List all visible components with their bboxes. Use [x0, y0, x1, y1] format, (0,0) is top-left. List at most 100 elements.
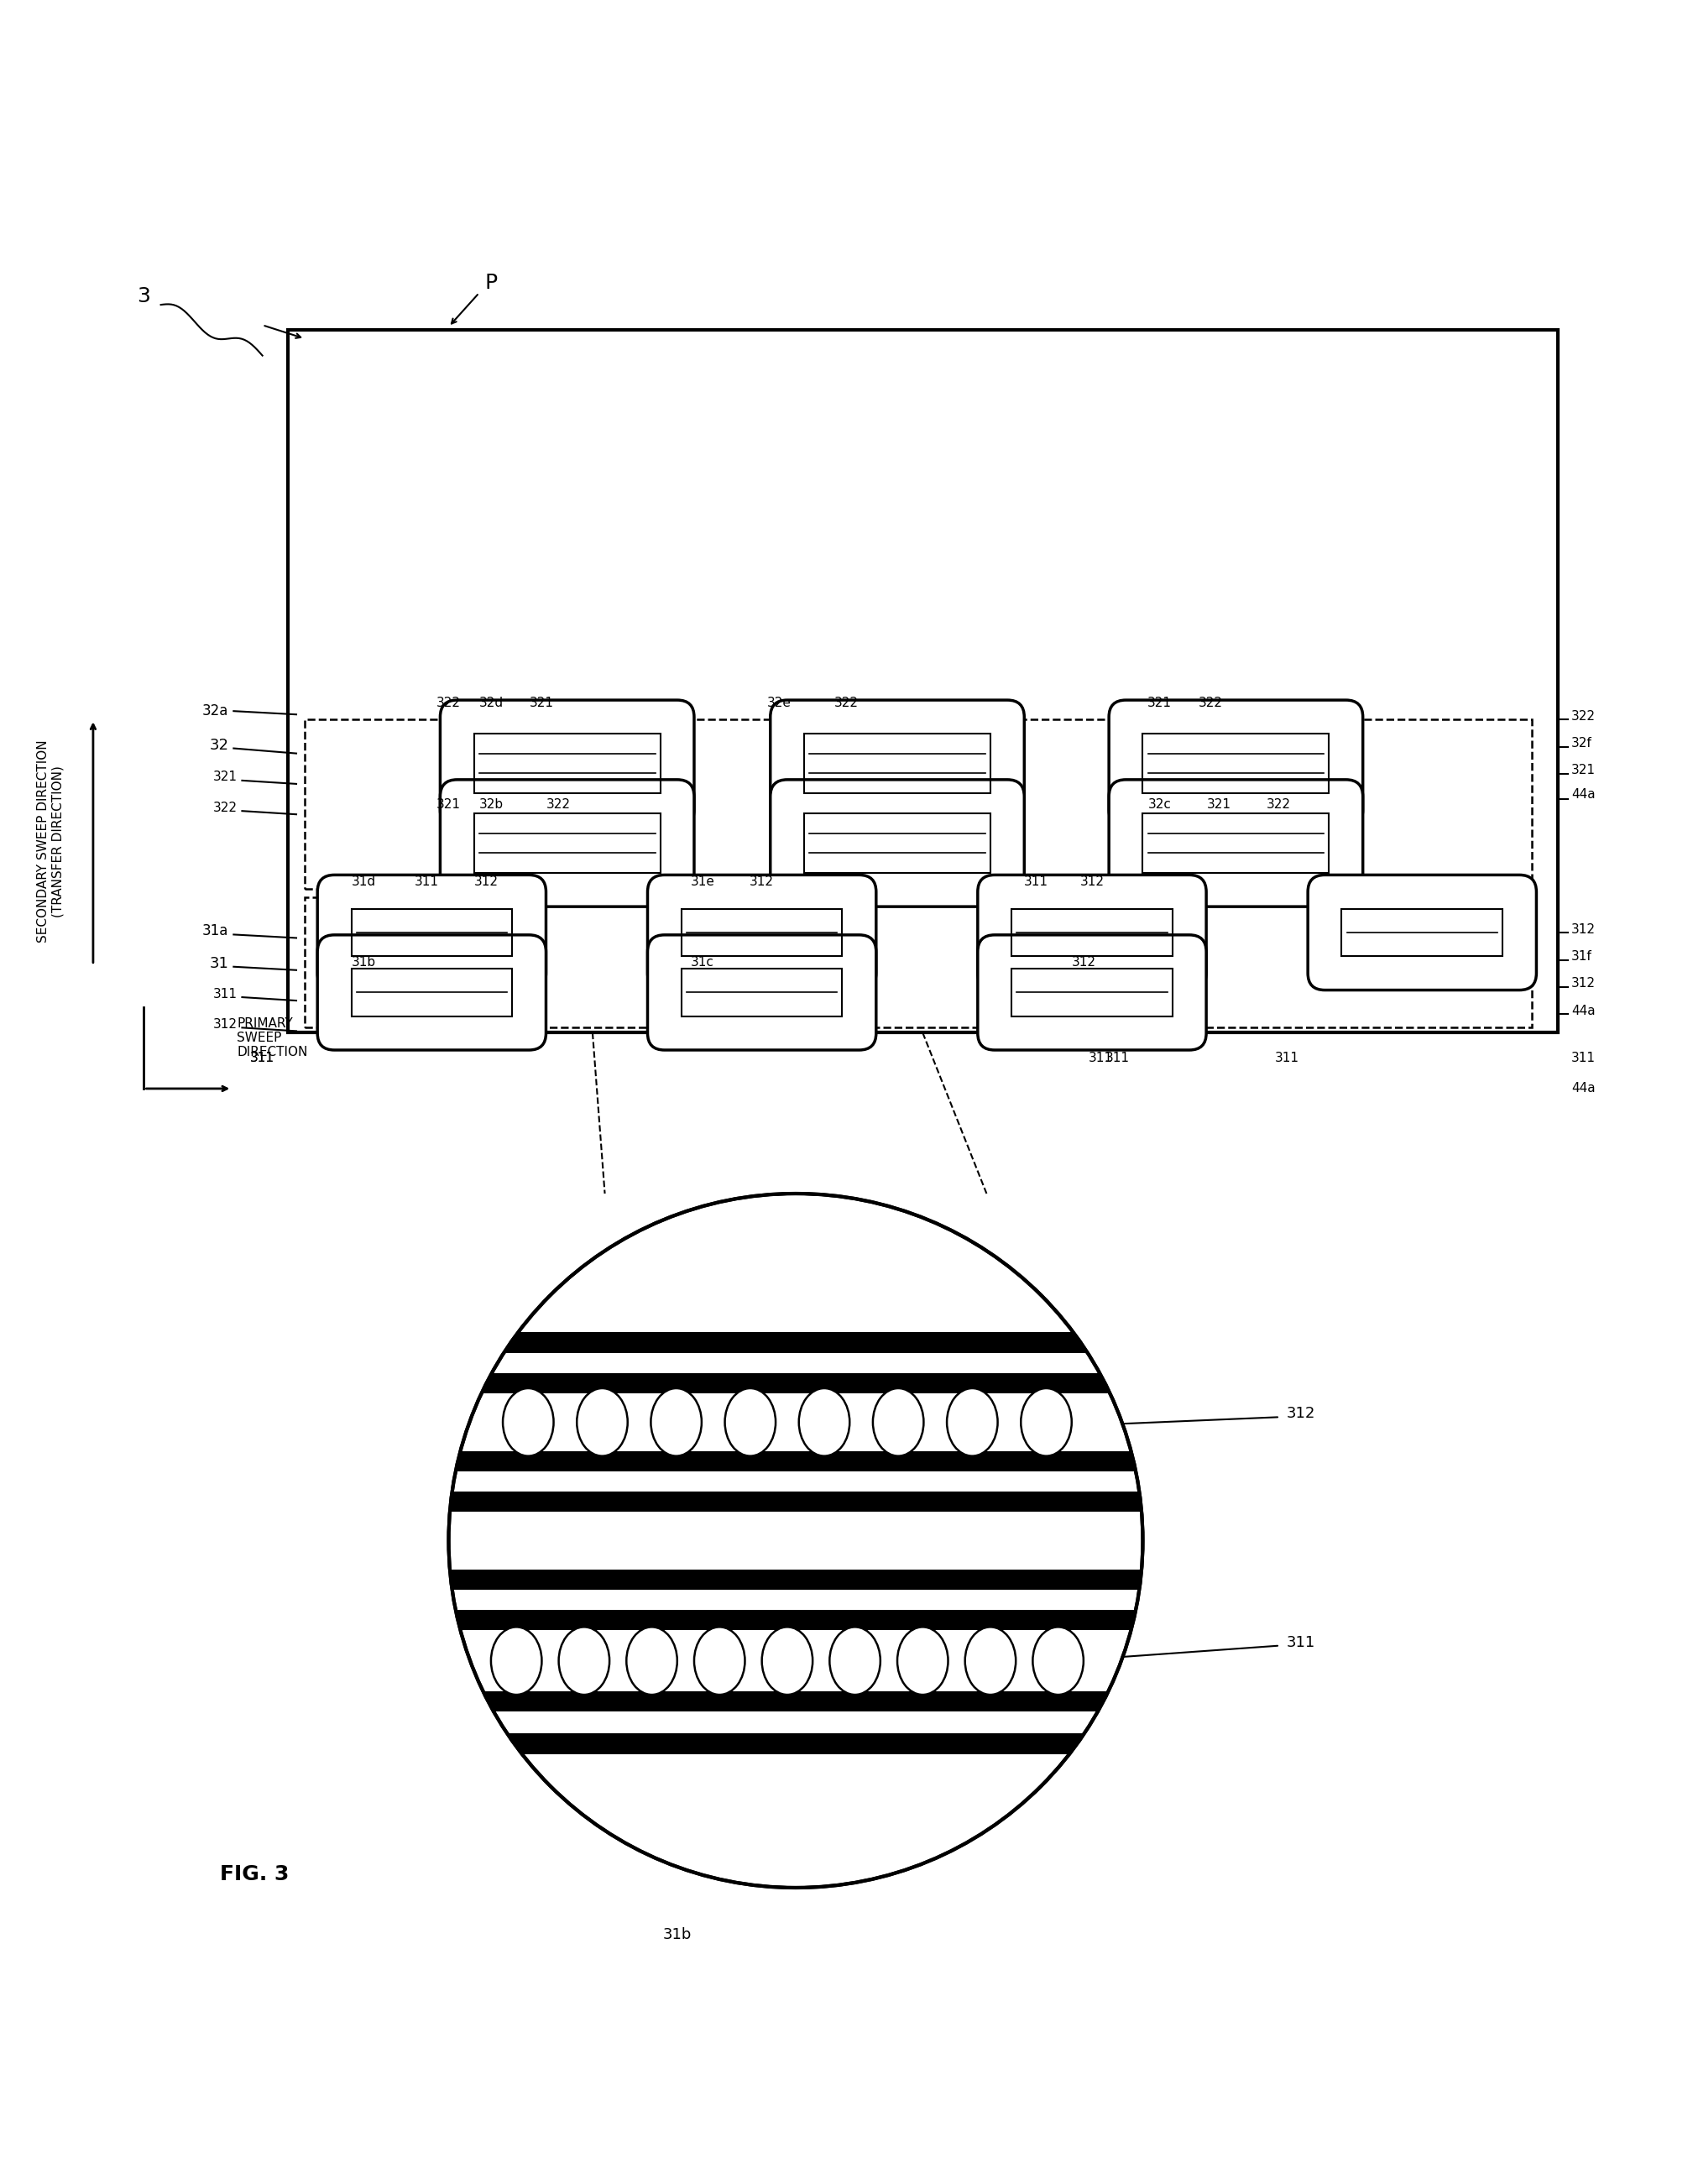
Text: 312: 312	[750, 876, 774, 889]
FancyBboxPatch shape	[979, 876, 1205, 989]
FancyBboxPatch shape	[1109, 701, 1363, 828]
Bar	[1012, 970, 1173, 1016]
FancyBboxPatch shape	[770, 780, 1024, 906]
Text: 32d: 32d	[479, 697, 503, 710]
Text: 311: 311	[415, 876, 438, 889]
Text: 312: 312	[1571, 978, 1595, 989]
Text: 31b: 31b	[352, 957, 376, 970]
Text: 322: 322	[835, 697, 858, 710]
Ellipse shape	[577, 1389, 628, 1457]
Ellipse shape	[830, 1627, 880, 1695]
Text: PRIMARY
SWEEP
DIRECTION: PRIMARY SWEEP DIRECTION	[237, 1018, 308, 1059]
Text: 312: 312	[1571, 924, 1595, 935]
Text: 322: 322	[1266, 797, 1290, 810]
Ellipse shape	[1033, 1627, 1084, 1695]
Text: 321: 321	[213, 771, 237, 784]
Text: 32a: 32a	[201, 703, 229, 719]
FancyBboxPatch shape	[318, 876, 545, 989]
Text: 31b: 31b	[662, 1928, 692, 1942]
Text: 44a: 44a	[1571, 1005, 1595, 1018]
Text: 311: 311	[1024, 876, 1048, 889]
Text: 322: 322	[547, 797, 571, 810]
Text: 31: 31	[210, 957, 229, 972]
Ellipse shape	[965, 1627, 1016, 1695]
FancyBboxPatch shape	[647, 876, 877, 989]
Text: 31f: 31f	[1571, 950, 1591, 963]
Text: 321: 321	[1207, 797, 1231, 810]
Text: 321: 321	[1148, 697, 1172, 710]
Bar	[681, 970, 843, 1016]
Text: 44a: 44a	[1571, 788, 1595, 799]
Text: 311: 311	[1571, 1053, 1595, 1064]
Text: 311: 311	[1287, 1634, 1315, 1649]
Bar	[352, 909, 511, 957]
Bar	[449, 1374, 1143, 1393]
Text: SECONDARY SWEEP DIRECTION
(TRANSFER DIRECTION): SECONDARY SWEEP DIRECTION (TRANSFER DIRE…	[37, 740, 64, 943]
Text: 321: 321	[530, 697, 554, 710]
Ellipse shape	[897, 1627, 948, 1695]
Text: 312: 312	[1072, 957, 1095, 970]
Text: 311: 311	[251, 1053, 274, 1064]
Text: 311: 311	[251, 1053, 274, 1064]
Text: 312: 312	[213, 1018, 237, 1031]
Bar	[449, 1332, 1143, 1352]
Bar	[449, 1450, 1143, 1472]
Bar	[305, 719, 1532, 889]
Text: 31a: 31a	[201, 924, 229, 939]
Bar	[1012, 909, 1173, 957]
Bar	[804, 812, 990, 874]
Text: 32: 32	[210, 738, 229, 753]
FancyBboxPatch shape	[440, 780, 694, 906]
FancyBboxPatch shape	[1309, 876, 1537, 989]
FancyBboxPatch shape	[979, 935, 1205, 1051]
Bar	[1341, 909, 1503, 957]
Ellipse shape	[946, 1389, 997, 1457]
Text: 311: 311	[1106, 1053, 1129, 1064]
Text: 312: 312	[474, 876, 498, 889]
Text: 3: 3	[137, 286, 151, 306]
Text: 312: 312	[1287, 1406, 1315, 1422]
Text: 321: 321	[1571, 764, 1595, 778]
Text: 311: 311	[213, 987, 237, 1000]
Bar	[288, 330, 1558, 1033]
Bar	[449, 1734, 1143, 1754]
Bar	[449, 1690, 1143, 1712]
Bar	[1143, 812, 1329, 874]
Text: 32f: 32f	[1571, 736, 1591, 749]
Text: 322: 322	[1199, 697, 1222, 710]
Ellipse shape	[626, 1627, 677, 1695]
Text: 321: 321	[437, 797, 460, 810]
Ellipse shape	[874, 1389, 924, 1457]
Text: 32e: 32e	[767, 697, 791, 710]
Bar	[474, 812, 660, 874]
Text: FIG. 3: FIG. 3	[220, 1865, 290, 1885]
Bar	[474, 734, 660, 793]
Ellipse shape	[694, 1627, 745, 1695]
Ellipse shape	[503, 1389, 554, 1457]
Bar	[449, 1610, 1143, 1631]
Text: 31d: 31d	[352, 876, 376, 889]
Bar	[449, 1570, 1143, 1590]
FancyBboxPatch shape	[770, 701, 1024, 828]
FancyBboxPatch shape	[318, 935, 545, 1051]
Bar	[352, 970, 511, 1016]
Ellipse shape	[491, 1627, 542, 1695]
Ellipse shape	[725, 1389, 775, 1457]
Text: 322: 322	[1571, 710, 1595, 723]
Circle shape	[449, 1195, 1143, 1887]
Bar	[305, 898, 1532, 1029]
Text: 31c: 31c	[691, 957, 714, 970]
Ellipse shape	[799, 1389, 850, 1457]
Text: P: P	[484, 273, 498, 293]
Text: 322: 322	[213, 802, 237, 815]
Bar	[449, 1492, 1143, 1511]
Ellipse shape	[559, 1627, 609, 1695]
Ellipse shape	[650, 1389, 701, 1457]
Text: 311: 311	[1089, 1053, 1112, 1064]
Text: 322: 322	[437, 697, 460, 710]
Text: 311: 311	[1275, 1053, 1299, 1064]
Text: 44a: 44a	[1571, 1083, 1595, 1094]
FancyBboxPatch shape	[440, 701, 694, 828]
Bar	[1143, 734, 1329, 793]
FancyBboxPatch shape	[1109, 780, 1363, 906]
